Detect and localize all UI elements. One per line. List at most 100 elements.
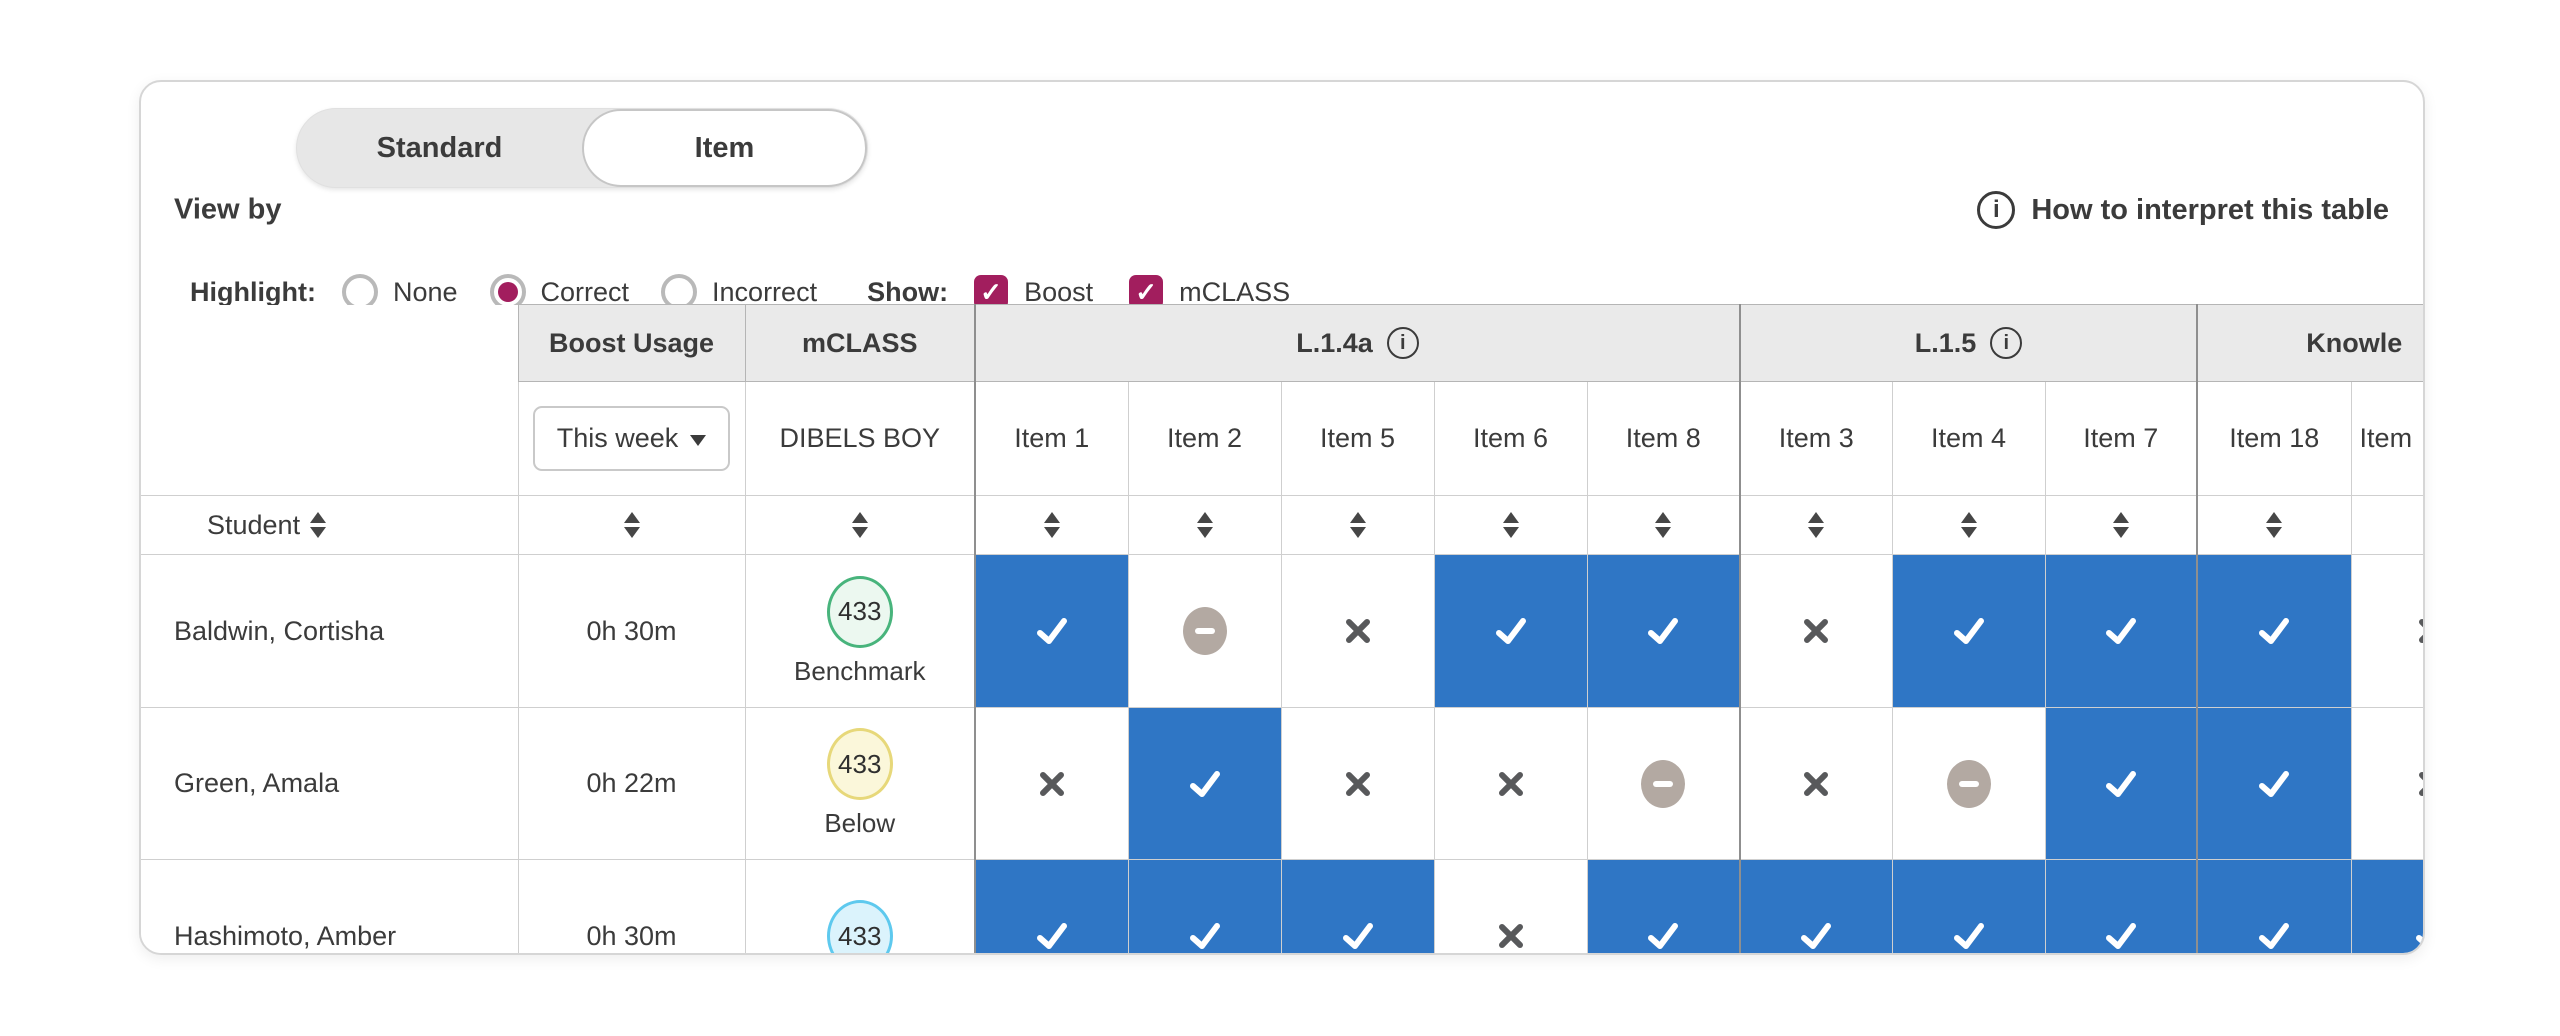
sort-icon[interactable]	[1960, 512, 1977, 538]
sort-cell[interactable]	[1586, 495, 1741, 555]
result-cell-dash	[1891, 707, 2046, 860]
student-row: Green, Amala 0h 22m 433 Below	[141, 707, 2423, 860]
sort-cell[interactable]	[1127, 495, 1282, 555]
student-header-label: Student	[207, 509, 301, 540]
result-cell-dash	[1127, 554, 1282, 708]
sort-cell[interactable]	[1739, 495, 1893, 555]
sort-up-arrow-icon	[2266, 512, 2283, 523]
result-cell-incorrect	[2350, 707, 2423, 860]
result-cell-correct	[1127, 859, 1282, 953]
checkbox-label: mCLASS	[1179, 276, 1291, 307]
check-icon	[1189, 923, 1220, 949]
result-cell-incorrect	[1739, 707, 1893, 860]
view-by-toggle[interactable]: Standard Item	[296, 108, 868, 188]
info-icon: i	[1977, 191, 2016, 229]
item-header-cell: Item 4	[1891, 381, 2046, 496]
mclass-score-cell: 433 Below	[744, 707, 976, 860]
result-mark	[1588, 759, 1739, 808]
sort-icon[interactable]	[2266, 512, 2283, 538]
checkbox-label: Boost	[1024, 276, 1094, 307]
sort-cell[interactable]	[974, 495, 1129, 555]
sort-icon[interactable]	[851, 512, 868, 538]
item-results-table: Boost Usage mCLASS L.1.4a i L.1.5 i Knowle This…	[141, 304, 2425, 953]
group-label-text: mCLASS	[801, 327, 918, 358]
result-cell-correct	[1280, 859, 1435, 953]
checkbox-option-boost[interactable]: ✓ Boost	[974, 275, 1093, 309]
how-to-interpret-link[interactable]: i How to interpret this table	[1977, 191, 2389, 229]
result-mark	[1742, 611, 1891, 651]
item-header-cell: Item 18	[2196, 381, 2352, 496]
student-sort-wrap: Student	[174, 509, 517, 541]
check-icon	[1648, 618, 1679, 644]
mclass-subheader-cell: DIBELS BOY	[744, 381, 976, 496]
sort-cell[interactable]	[1891, 495, 2046, 555]
student-sort-header[interactable]: Student	[141, 495, 519, 555]
radio-dot	[497, 282, 518, 302]
sort-icon[interactable]	[310, 512, 327, 538]
result-mark	[977, 915, 1127, 953]
result-mark	[1435, 764, 1586, 804]
not-answered-icon	[1946, 759, 1991, 808]
radio-icon[interactable]	[341, 274, 378, 310]
group-header-boost-usage: Boost Usage	[517, 304, 746, 382]
radio-option-none[interactable]: None	[341, 274, 458, 310]
table-controls: Highlight: None Correct Incorrect Show: ✓ B…	[190, 274, 1326, 310]
info-icon[interactable]: i	[1386, 327, 1419, 359]
checkbox-option-mclass[interactable]: ✓ mCLASS	[1129, 275, 1290, 309]
sort-icon[interactable]	[1349, 512, 1366, 538]
result-mark	[1435, 610, 1586, 652]
sort-icon[interactable]	[1043, 512, 1060, 538]
x-icon	[2419, 771, 2423, 796]
x-icon	[1039, 771, 1064, 796]
week-filter-dropdown[interactable]: This week	[532, 406, 731, 471]
checkbox-icon[interactable]: ✓	[974, 275, 1009, 309]
result-cell-incorrect	[1433, 859, 1588, 953]
sort-icon[interactable]	[1502, 512, 1519, 538]
result-cell-correct	[1586, 554, 1741, 708]
toggle-option-item[interactable]: Item	[582, 109, 867, 187]
sort-icon[interactable]	[1196, 512, 1213, 538]
sort-cell[interactable]	[1433, 495, 1588, 555]
corner-blank-cell	[141, 304, 518, 382]
student-row: Hashimoto, Amber 0h 30m 433	[141, 859, 2423, 953]
sort-icon[interactable]	[1655, 512, 1672, 538]
sort-wrap	[746, 512, 974, 538]
check-icon	[1342, 923, 1373, 949]
view-by-label: View by	[174, 193, 282, 226]
radio-label: None	[392, 276, 458, 307]
check-icon	[2105, 770, 2136, 797]
boost-usage-cell: 0h 22m	[517, 707, 746, 860]
sort-icon[interactable]	[2112, 512, 2129, 538]
sort-cell[interactable]	[2044, 495, 2198, 555]
sort-cell[interactable]	[2350, 495, 2425, 555]
check-icon	[2105, 618, 2136, 644]
result-cell-incorrect	[1739, 554, 1893, 708]
sort-up-arrow-icon	[1502, 512, 1519, 523]
sort-cell[interactable]	[1280, 495, 1435, 555]
item-header-cell: Item 6	[1433, 381, 1588, 496]
info-icon[interactable]: i	[1990, 327, 2023, 359]
sort-icon[interactable]	[623, 512, 640, 538]
toggle-option-standard[interactable]: Standard	[376, 131, 503, 164]
sort-down-arrow-icon	[310, 527, 327, 538]
sort-down-arrow-icon	[2266, 527, 2283, 538]
sort-wrap	[1742, 512, 1891, 538]
group-header-l-1-4a: L.1.4a i	[973, 304, 1741, 382]
checkbox-icon[interactable]: ✓	[1129, 275, 1164, 309]
sort-icon[interactable]	[2423, 512, 2425, 538]
result-mark	[2352, 915, 2423, 953]
x-icon	[1498, 771, 1523, 796]
sort-cell[interactable]	[517, 495, 746, 555]
sort-icon[interactable]	[1808, 512, 1825, 538]
result-cell-correct	[2044, 554, 2198, 708]
sort-cell[interactable]	[744, 495, 976, 555]
check-icon	[2259, 618, 2290, 644]
sort-cell[interactable]	[2196, 495, 2352, 555]
check-icon	[1189, 770, 1220, 797]
result-mark	[2199, 610, 2350, 652]
chevron-down-icon	[690, 434, 707, 446]
group-label: Boost Usage	[549, 328, 714, 359]
check-icon	[1036, 923, 1067, 949]
sort-up-arrow-icon	[1808, 512, 1825, 523]
